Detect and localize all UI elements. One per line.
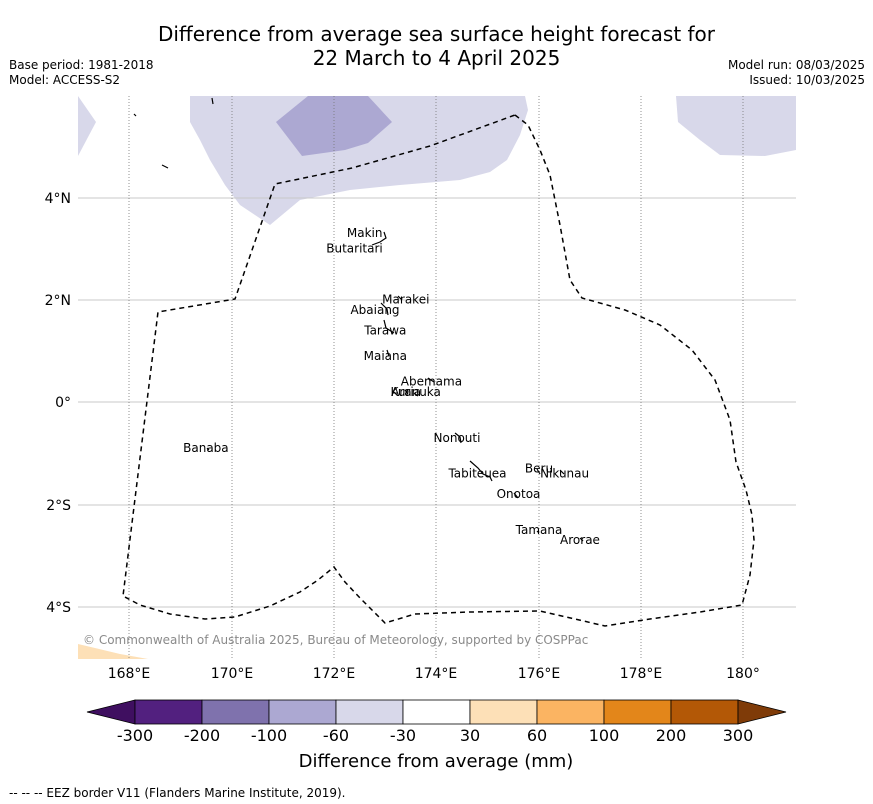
title-line-1: Difference from average sea surface heig… [157,22,716,46]
colorbar-segment-2 [201,699,270,725]
place-label-arorae: Arorae [560,533,600,547]
place-label-abaiang: Abaiang [350,303,399,317]
colorbar-tick-label-8: 200 [656,726,687,745]
colorbar-tick-label-6: 60 [527,726,547,745]
lat-tick-4s: 4°S [46,600,71,616]
place-label-tabiteuea: Tabiteuea [447,467,506,481]
colorbar-tick-label-2: -100 [251,726,287,745]
place-label-tarawa: Tarawa [363,323,406,337]
lon-tick-172e: 172°E [313,666,356,682]
island-onotoa [513,492,519,499]
island-marakei [397,295,403,301]
colorbar [86,699,787,725]
colorbar-tick-label-9: 300 [723,726,754,745]
colorbar-tick-label-5: 30 [460,726,480,745]
colorbar-tick-label-7: 100 [589,726,620,745]
island-tabiteuea [469,460,493,482]
island-beru [536,468,541,475]
map-title: Difference from average sea surface heig… [0,22,873,70]
island-abaiang [380,302,389,316]
island-outlines [133,97,584,542]
place-label-tamana: Tamana [515,523,563,537]
island-northwest-speck [133,97,214,169]
colorbar-tick-labels: -300 -200 -100 -60 -30 30 60 100 200 300 [117,726,753,745]
meta-right: Model run: 08/03/2025 Issued: 10/03/2025 [728,58,865,88]
colorbar-extension-high [737,699,787,725]
latitude-ticks: 4°N 2°N 0° 2°S 4°S [45,191,72,616]
island-tarawa [383,319,395,334]
colorbar-segment-8 [603,699,672,725]
title-line-2: 22 March to 4 April 2025 [312,46,561,70]
place-label-onotoa: Onotoa [497,487,541,501]
colorbar-segment-6 [469,699,538,725]
island-makin-butaritari [371,231,387,246]
island-arorae [579,537,584,542]
colorbar-segment-5 [402,699,471,725]
colorbar-tick-label-3: -60 [323,726,349,745]
colorbar-segment-9 [670,699,739,725]
place-label-abemama: Abemama [401,375,462,389]
lat-tick-0: 0° [55,395,71,411]
lon-tick-174e: 174°E [415,666,458,682]
colorbar-segment-7 [536,699,605,725]
island-nonouti [454,432,462,444]
meta-left: Base period: 1981-2018 Model: ACCESS-S2 [9,58,154,88]
colorbar-title: Difference from average (mm) [299,751,574,772]
lat-tick-2n: 2°N [45,293,71,309]
lon-tick-180: 180° [726,666,760,682]
island-maiana [386,349,390,357]
copyright-notice: © Commonwealth of Australia 2025, Bureau… [83,633,588,647]
place-label-maiana: Maiana [364,349,407,363]
place-label-nonouti: Nonouti [434,431,481,445]
colorbar-segment-3 [268,699,337,725]
island-tamana [536,530,540,534]
colorbar-tick-label-4: -30 [390,726,416,745]
island-abemama [427,377,435,383]
place-label-marakei: Marakei [382,293,429,307]
issued-date: Issued: 10/03/2025 [749,73,865,87]
place-label-nikunau: Nikunau [540,467,589,481]
place-label-beru: Beru [525,462,553,476]
eez-footnote: -- -- -- EEZ border V11 (Flanders Marine… [9,786,346,800]
longitude-ticks: 168°E 170°E 172°E 174°E 176°E 178°E 180° [108,666,760,682]
base-period: Base period: 1981-2018 [9,58,154,72]
place-label-banaba: Banaba [183,441,229,455]
lat-tick-4n: 4°N [45,191,71,207]
gridlines [78,197,796,608]
model-name: Model: ACCESS-S2 [9,73,121,87]
meridians [128,96,744,659]
colorbar-tick-label-0: -300 [117,726,153,745]
anomaly-light-purple-east [676,96,796,156]
lon-tick-176e: 176°E [518,666,561,682]
place-label-aranuka: Aranuka [391,385,441,399]
place-label-butaritari: Butaritari [326,241,383,255]
anomaly-light-orange-southwest [78,644,148,659]
anomaly-shading [78,96,796,659]
eez-border [122,114,755,627]
place-label-kuria: Kuria [391,385,422,399]
lon-tick-168e: 168°E [108,666,151,682]
colorbar-tick-label-1: -200 [184,726,220,745]
lon-tick-170e: 170°E [211,666,254,682]
model-run: Model run: 08/03/2025 [727,58,865,72]
lat-tick-2s: 2°S [46,498,71,514]
colorbar-segment-4 [335,699,404,725]
island-banaba [206,447,210,451]
anomaly-light-purple-north [190,96,528,225]
place-label-makin: Makin [347,226,383,240]
lon-tick-178e: 178°E [620,666,663,682]
anomaly-light-purple-west [78,96,96,156]
colorbar-segment-1 [134,699,203,725]
island-nikunau [559,469,565,475]
colorbar-extension-low [86,699,136,725]
island-kuria-aranuka [404,389,419,397]
